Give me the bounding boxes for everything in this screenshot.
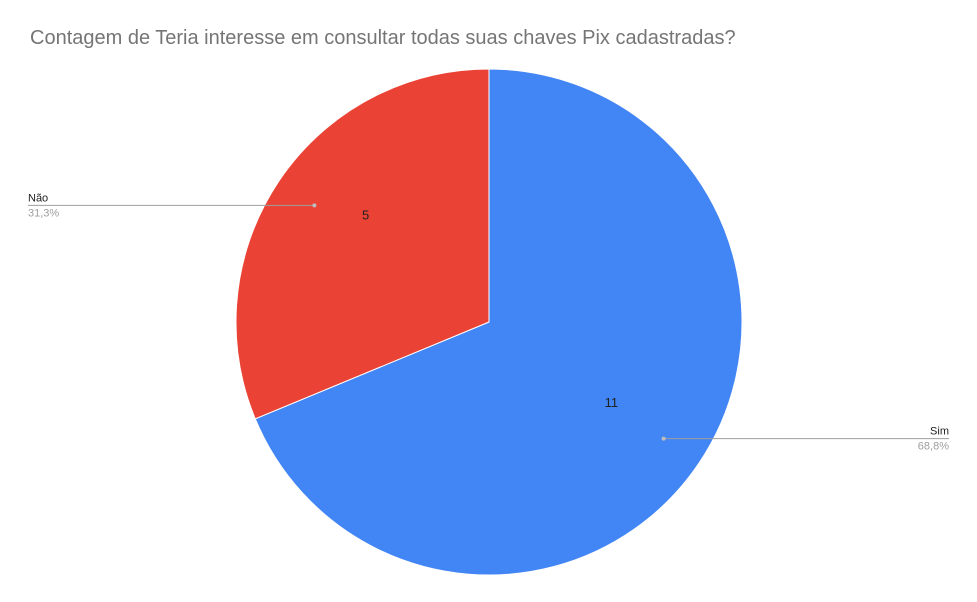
pie-slices <box>235 68 743 576</box>
slice-name-label-sim: Sim <box>930 426 949 438</box>
pie-slice-sim[interactable] <box>254 68 743 576</box>
leader-dot-nao <box>312 203 317 208</box>
slice-value-label-nao: 5 <box>362 208 369 223</box>
slice-percent-label-sim: 68,8% <box>918 441 949 453</box>
pie-slice-nao[interactable] <box>235 68 490 420</box>
chart-title: Contagem de Teria interesse em consultar… <box>30 27 736 49</box>
slice-value-label-sim: 11 <box>605 395 619 410</box>
slice-labels: 11 Sim 68,8% 5 Não 31,3% <box>28 192 949 452</box>
leader-lines <box>28 203 949 441</box>
leader-dot-sim <box>661 436 666 441</box>
slice-name-label-nao: Não <box>28 192 48 204</box>
slice-percent-label-nao: 31,3% <box>28 207 59 219</box>
